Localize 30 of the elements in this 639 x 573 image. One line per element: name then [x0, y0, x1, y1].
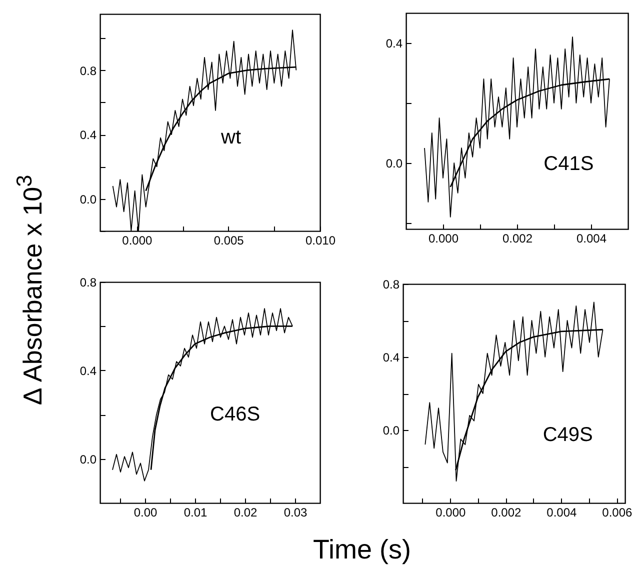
- y-tick-label: 0.0: [386, 156, 403, 170]
- y-tick-label: 0.8: [382, 278, 400, 292]
- x-tick-label: 0.004: [546, 506, 578, 520]
- y-tick-label: 0.0: [80, 452, 97, 466]
- x-tick-label: 0.01: [184, 506, 208, 520]
- x-tick-label: 0.02: [234, 506, 258, 520]
- x-tick-label: 0.000: [122, 234, 153, 248]
- x-tick-label: 0.005: [214, 234, 244, 248]
- y-tick-label: 0.4: [80, 128, 97, 142]
- annotation: C46S: [210, 404, 260, 426]
- x-tick-label: 0.000: [428, 232, 459, 246]
- y-tick-label: 0.0: [382, 424, 400, 438]
- x-tick-label: 0.03: [284, 506, 308, 520]
- y-tick-label: 0.4: [382, 350, 400, 364]
- y-tick-label: 0.8: [80, 276, 97, 290]
- annotation: wt: [220, 126, 242, 149]
- y-tick-label: 0.4: [80, 364, 97, 378]
- annotation: C49S: [542, 424, 593, 446]
- x-tick-label: 0.002: [502, 232, 533, 246]
- x-tick-label: 0.010: [305, 234, 336, 248]
- y-tick-label: 0.0: [80, 192, 97, 206]
- x-tick-label: 0.006: [602, 506, 633, 520]
- x-tick-label: 0.004: [576, 232, 607, 246]
- x-tick-label: 0.00: [134, 506, 158, 520]
- y-tick-label: 0.4: [386, 36, 403, 50]
- x-tick-label: 0.002: [491, 506, 522, 520]
- x-axis-title: Time (s): [313, 534, 411, 566]
- y-tick-label: 0.8: [80, 64, 97, 78]
- annotation: C41S: [544, 153, 594, 176]
- x-tick-label: 0.000: [436, 506, 466, 520]
